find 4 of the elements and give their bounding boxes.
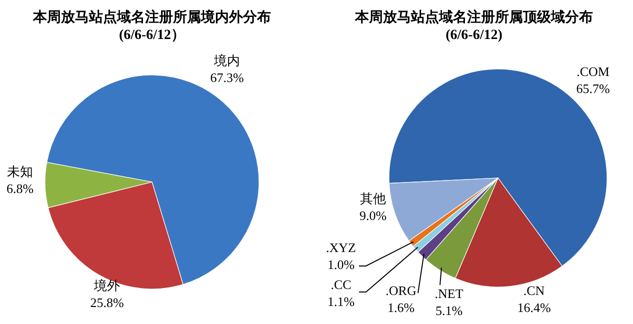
chart-subtitle: (6/6-6/12) xyxy=(446,28,503,44)
chart-subtitle: (6/6-6/12） xyxy=(118,28,186,44)
chart-title: 本周放马站点域名注册所属境内外分布 xyxy=(32,8,271,26)
chart-title: 本周放马站点域名注册所属顶级域分布 xyxy=(354,8,593,26)
